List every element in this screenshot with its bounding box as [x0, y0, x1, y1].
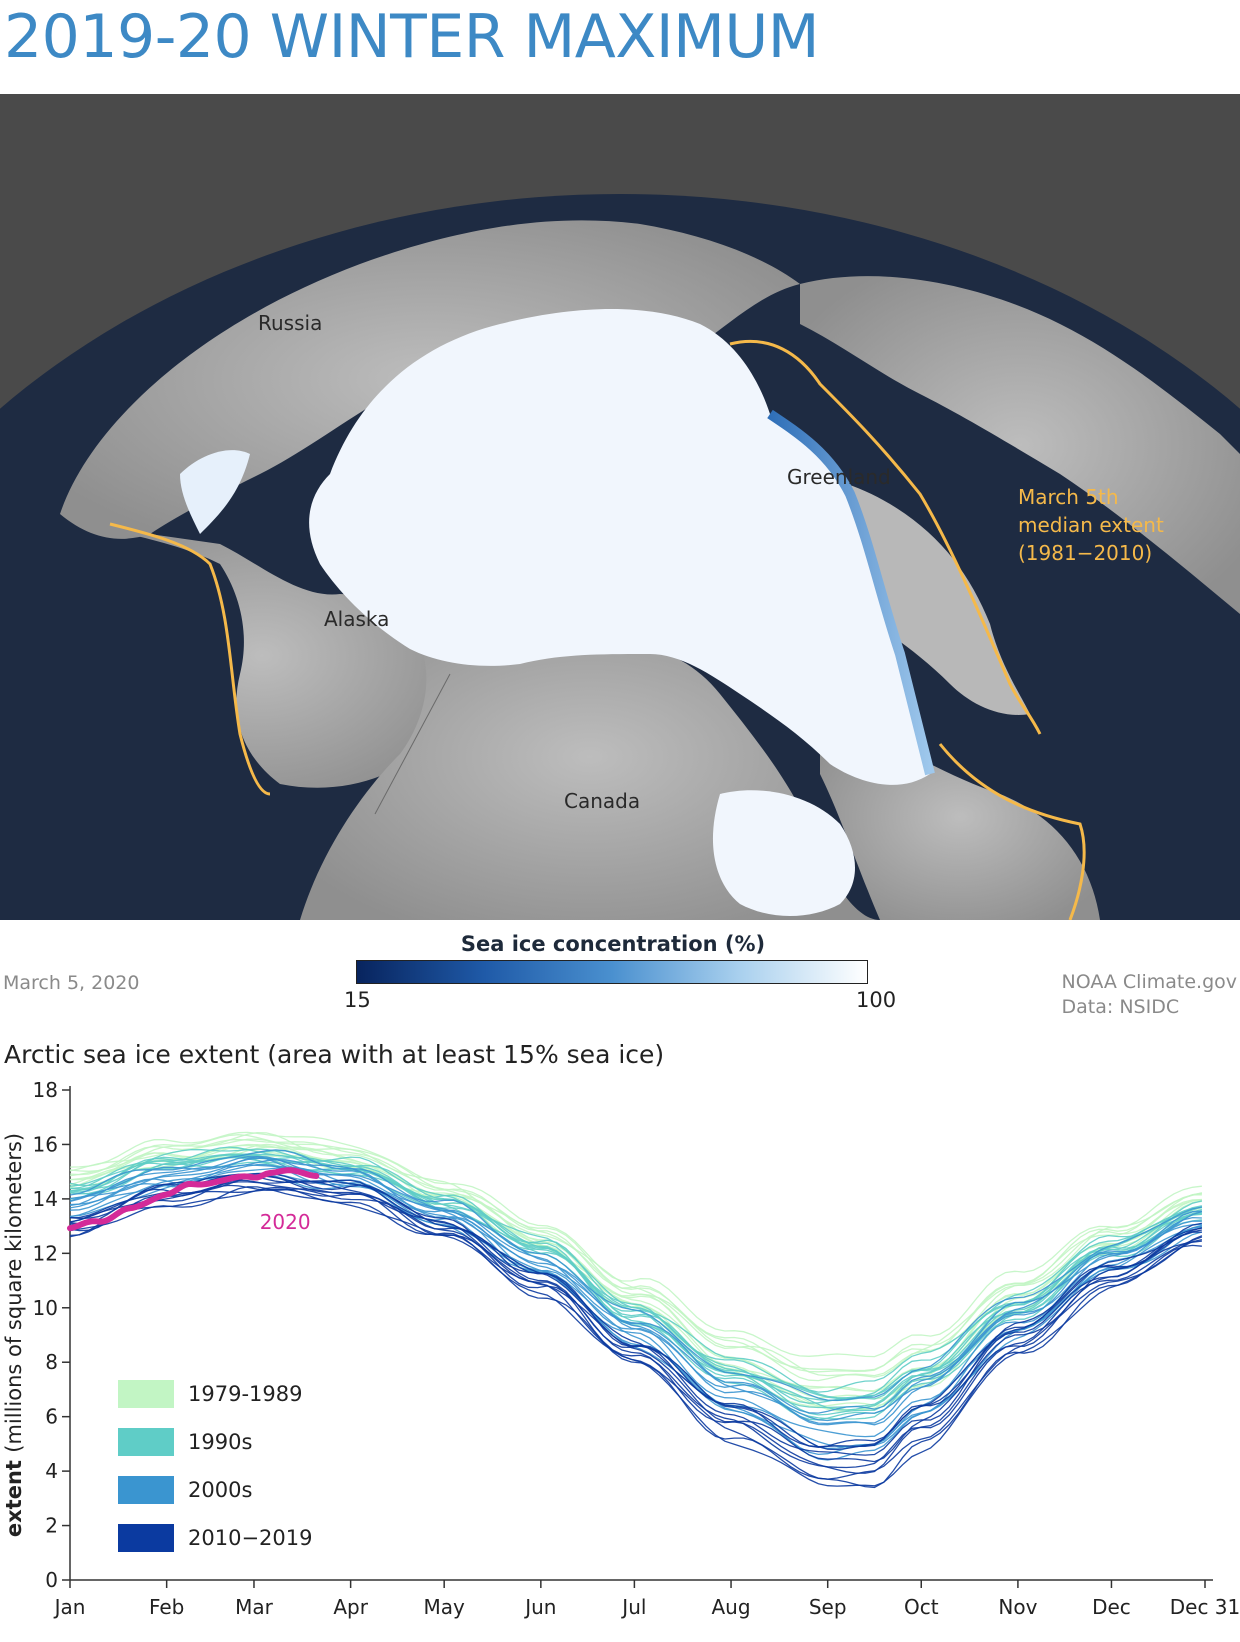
alaska-landmass — [80, 524, 444, 788]
y-tick-label: 2 — [45, 1514, 58, 1538]
legend-swatch — [118, 1524, 174, 1552]
median-extent-label-line1: March 5th — [1018, 485, 1119, 509]
credit-line-2: Data: NSIDC — [1061, 996, 1180, 1018]
y-tick-label: 16 — [33, 1132, 58, 1156]
x-tick-label: Jan — [53, 1595, 86, 1619]
colorbar-min-label: 15 — [344, 988, 371, 1012]
x-tick-label: Oct — [904, 1595, 939, 1619]
ice-edge-atlantic — [767, 409, 935, 776]
year-line-1 — [69, 1148, 1203, 1393]
scandinavia-landmass — [800, 276, 1240, 614]
year-line-2 — [69, 1156, 1202, 1426]
x-tick-label: Sep — [809, 1595, 847, 1619]
x-tick-label: Jun — [523, 1595, 556, 1619]
median-extent-line — [109, 339, 1086, 920]
year-line-2 — [69, 1149, 1203, 1402]
legend-swatch — [118, 1428, 174, 1456]
median-extent-label-line2: median extent — [1018, 513, 1164, 537]
x-tick-label: Feb — [149, 1595, 184, 1619]
year-line-3 — [70, 1180, 1203, 1456]
series-2020-label: 2020 — [260, 1210, 311, 1234]
year-line-2 — [69, 1164, 1202, 1450]
x-tick-label: May — [423, 1595, 465, 1619]
y-tick-label: 8 — [45, 1350, 58, 1374]
legend-label: 2000s — [188, 1478, 253, 1502]
legend-item: 2010−2019 — [118, 1514, 312, 1562]
y-tick-label: 4 — [45, 1459, 58, 1483]
legend-item: 2000s — [118, 1466, 312, 1514]
hudson-bay-ice — [712, 790, 855, 916]
year-line-2 — [69, 1157, 1202, 1414]
credit: NOAA Climate.gov Data: NSIDC — [1062, 970, 1237, 1020]
x-tick-label: Dec — [1092, 1595, 1131, 1619]
sea-ice-extent-chart: 0 2 4 6 8 10 12 14 16 18 Jan Feb Mar Apr May Jun Jul Aug S… — [0, 1075, 1240, 1638]
y-tick-label: 14 — [33, 1187, 58, 1211]
map-label-alaska: Alaska — [324, 607, 389, 631]
series-2020-line — [67, 1167, 320, 1232]
y-tick-label: 10 — [33, 1296, 58, 1320]
legend-swatch — [118, 1476, 174, 1504]
year-line-3 — [69, 1172, 1203, 1451]
year-line-3 — [69, 1184, 1203, 1469]
bering-sea-ice — [180, 450, 250, 534]
map-label-greenland: Greenland — [787, 465, 891, 489]
colorbar-title: Sea ice concentration (%) — [460, 932, 766, 956]
year-line-1 — [69, 1153, 1202, 1416]
year-line-0 — [69, 1143, 1202, 1393]
legend-label: 1990s — [188, 1430, 253, 1454]
year-line-0 — [69, 1131, 1202, 1358]
chart-title: Arctic sea ice extent (area with at leas… — [4, 1040, 665, 1069]
page-title: 2019-20 WINTER MAXIMUM — [4, 2, 820, 72]
x-tick-label: Dec 31 — [1170, 1595, 1240, 1619]
chart-legend: 1979-1989 1990s 2000s 2010−2019 — [118, 1370, 312, 1562]
year-line-3 — [69, 1186, 1202, 1489]
map-label-russia: Russia — [258, 311, 322, 335]
legend-label: 2010−2019 — [188, 1526, 313, 1550]
x-tick-label: Mar — [235, 1595, 274, 1619]
year-line-3 — [69, 1186, 1203, 1487]
legend-swatch — [118, 1380, 174, 1408]
arctic-sea-ice-map: Russia Alaska Greenland Canada March 5th… — [0, 94, 1240, 920]
map-date: March 5, 2020 — [3, 972, 140, 994]
colorbar-max-label: 100 — [856, 988, 897, 1012]
x-tick-label: Nov — [998, 1595, 1037, 1619]
legend-item: 1990s — [118, 1418, 312, 1466]
legend-item: 1979-1989 — [118, 1370, 312, 1418]
arctic-sea-ice — [309, 309, 931, 785]
alaska-canada-border — [374, 673, 451, 815]
colorbar — [356, 960, 868, 984]
y-tick-label: 0 — [45, 1568, 58, 1592]
credit-line-1: NOAA Climate.gov — [1061, 971, 1237, 993]
x-tick-label: Jul — [620, 1595, 646, 1619]
median-extent-label-line3: (1981−2010) — [1018, 541, 1152, 565]
y-tick-label: 12 — [33, 1241, 58, 1265]
y-tick-label: 6 — [45, 1405, 58, 1429]
x-tick-label: Aug — [712, 1595, 751, 1619]
y-axis-label: extent (millions of square kilometers) — [2, 1133, 26, 1537]
y-tick-label: 18 — [33, 1078, 58, 1102]
year-line-0 — [69, 1134, 1203, 1373]
legend-label: 1979-1989 — [188, 1382, 303, 1406]
x-tick-label: Apr — [333, 1595, 368, 1619]
map-label-canada: Canada — [564, 789, 640, 813]
